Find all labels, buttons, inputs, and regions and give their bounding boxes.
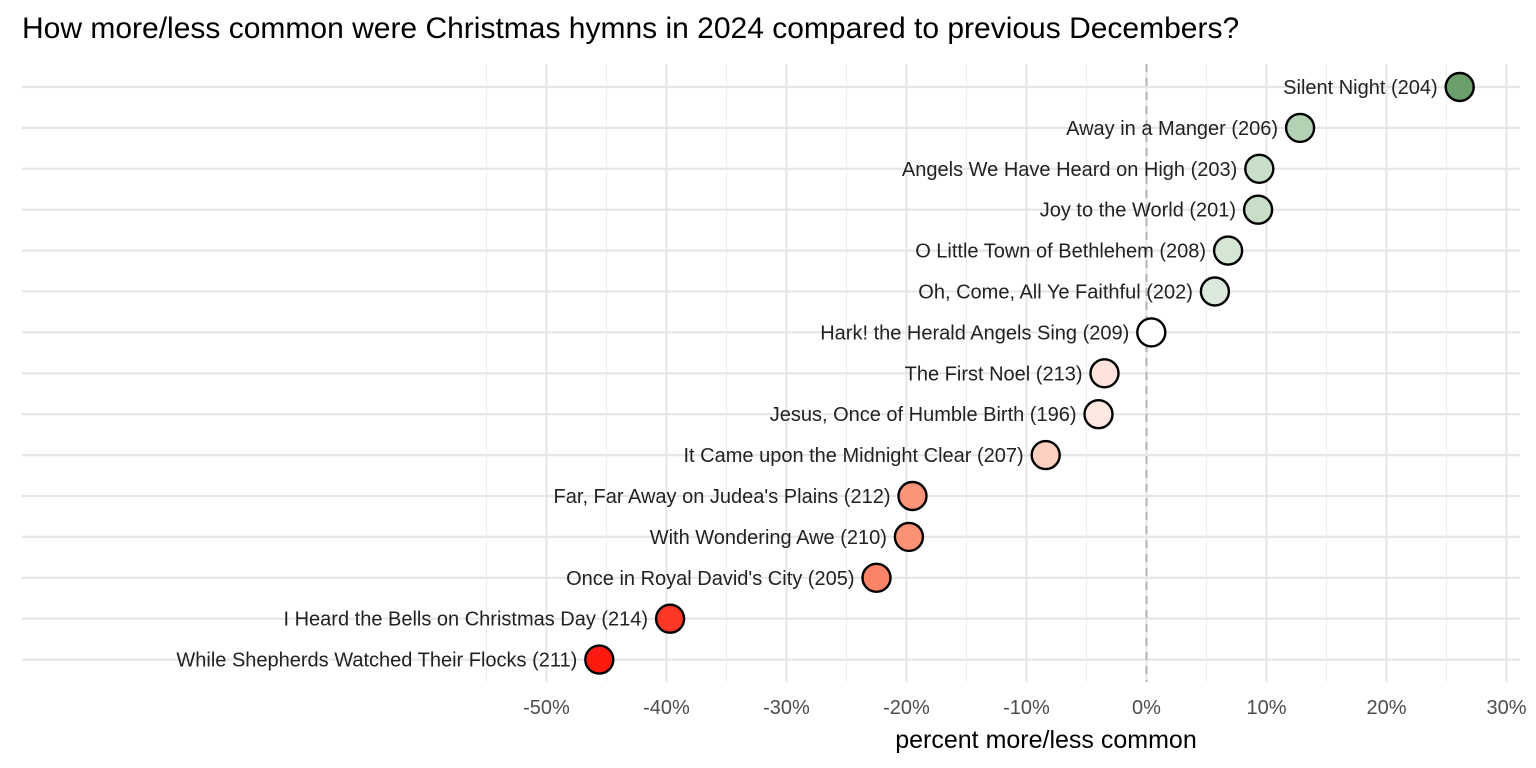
point-label: O Little Town of Bethlehem (208) [915,241,1206,263]
point-label: With Wondering Awe (210) [650,527,887,549]
chart-title: How more/less common were Christmas hymn… [22,12,1239,45]
data-point [897,480,928,512]
point-label: Away in a Manger (206) [1066,118,1278,140]
x-tick-label: 0% [1132,697,1161,719]
data-point [584,644,615,675]
point-label: Angels We Have Heard on High (203) [902,159,1237,181]
point-label: Jesus, Once of Humble Birth (196) [770,404,1077,426]
x-axis-ticks: -50% -40% -30% -20% -10% 0% 10% 20% 30% [523,697,1527,719]
data-point [1083,399,1114,430]
point-label: While Shepherds Watched Their Flocks (21… [176,650,577,672]
data-point [654,603,686,634]
x-tick-label: -30% [763,697,810,719]
x-tick-label: -20% [883,697,930,719]
x-axis-title: percent more/less common [895,726,1197,754]
data-point [1212,235,1244,266]
point-label: The First Noel (213) [905,363,1083,385]
point-label: It Came upon the Midnight Clear (207) [684,445,1024,467]
point-label: I Heard the Bells on Christmas Day (214) [284,609,649,631]
data-point [1444,71,1475,103]
point-label: Joy to the World (201) [1040,200,1236,222]
point-label: Once in Royal David's City (205) [566,568,854,590]
data-point [893,521,925,553]
data-point [1244,153,1275,185]
data-point [1284,112,1316,144]
data-point [861,562,892,593]
x-tick-label: 20% [1366,697,1406,719]
point-label: Far, Far Away on Judea's Plains (212) [554,486,891,508]
x-tick-label: 10% [1246,697,1286,719]
x-tick-label: -10% [1003,697,1050,719]
data-point [1089,358,1120,389]
data-point [1030,439,1061,471]
data-point [1242,194,1274,225]
data-point [1199,276,1231,307]
data-point [1136,317,1167,348]
point-label: Hark! the Herald Angels Sing (209) [820,322,1129,344]
points: Silent Night (204)Away in a Manger (206)… [176,71,1475,675]
point-label: Oh, Come, All Ye Faithful (202) [918,282,1193,304]
x-tick-label: 30% [1486,697,1526,719]
point-label: Silent Night (204) [1283,77,1438,99]
x-tick-label: -40% [643,697,690,719]
x-tick-label: -50% [523,697,570,719]
